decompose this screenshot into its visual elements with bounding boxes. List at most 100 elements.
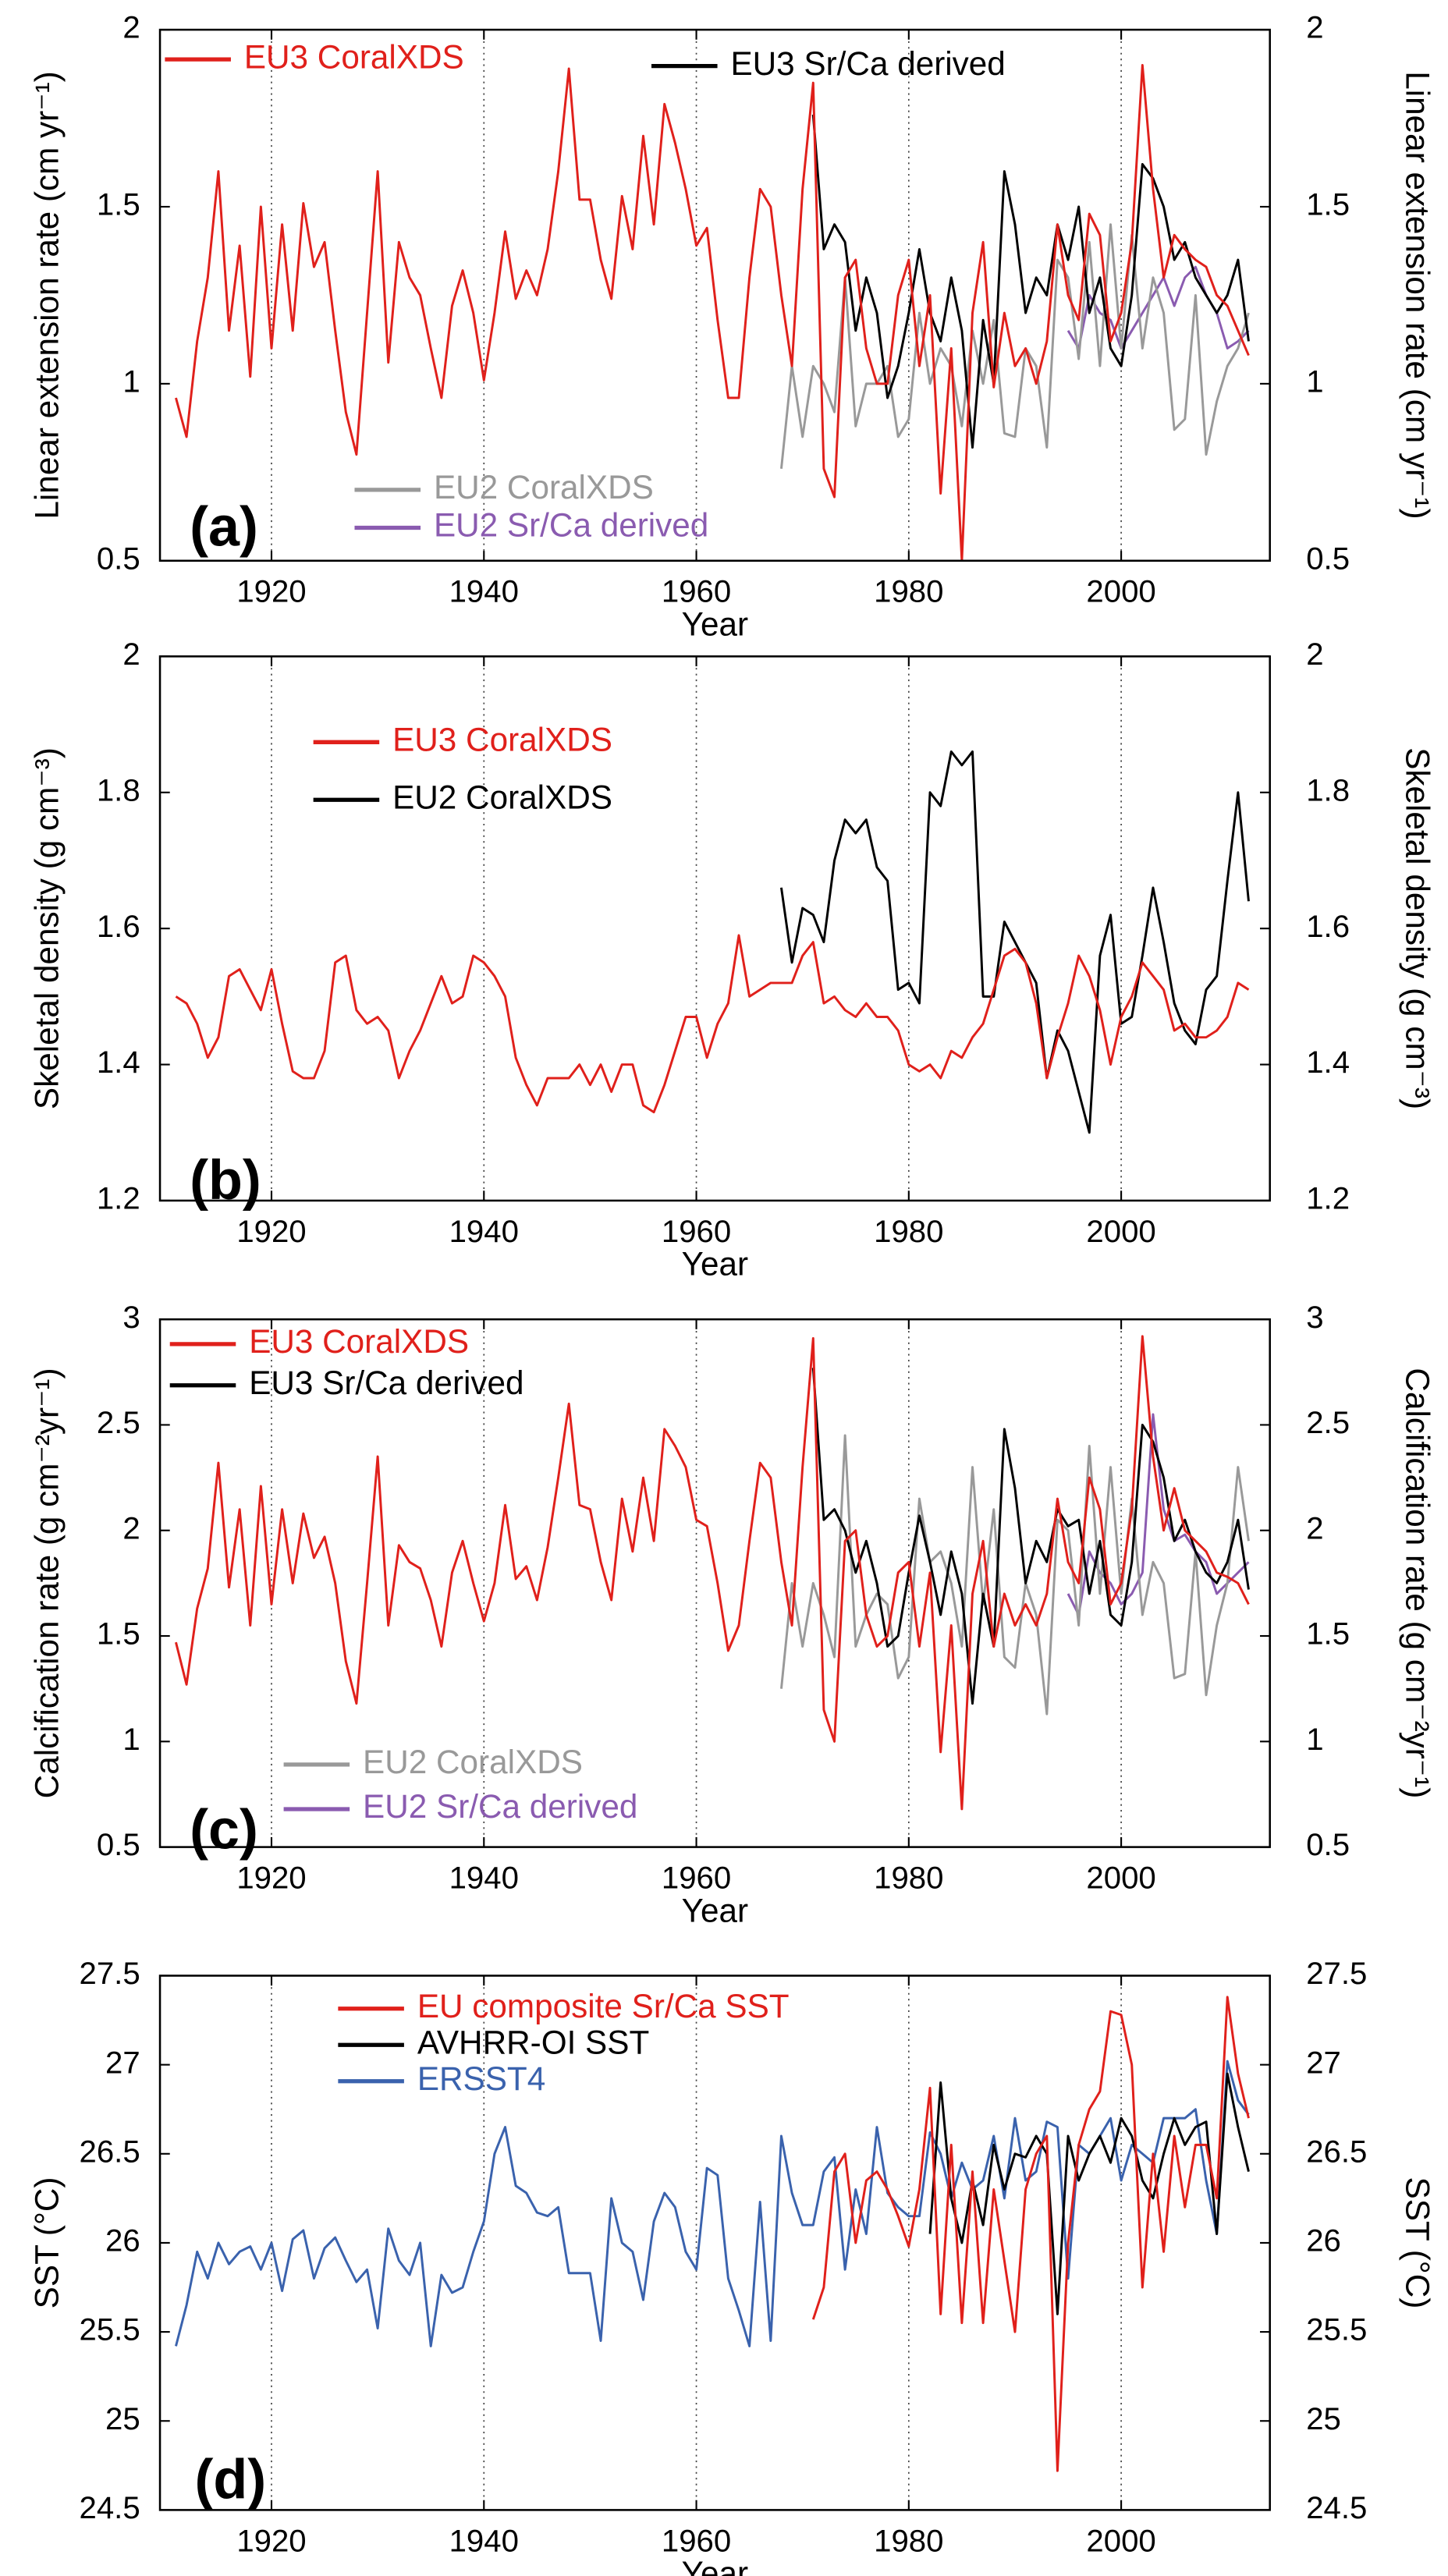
series-line	[175, 2060, 1250, 2347]
y2-axis-label: Calcification rate (g cm⁻²yr⁻¹)	[1400, 1368, 1436, 1798]
x-tick-label: 1920	[236, 2523, 306, 2558]
y2-axis-label: SST (°C)	[1400, 2177, 1436, 2309]
panel: 1920 1940 1960 1980 2000 24.5 24.5 25 25 25.5 25.5…	[29, 1956, 1436, 2576]
y-axis-label: Skeletal density (g cm⁻³)	[29, 747, 66, 1109]
y2-tick-label: 1	[1306, 364, 1323, 399]
plot-frame	[158, 1975, 1271, 2511]
y-tick-label: 1.4	[97, 1045, 140, 1080]
series-line	[779, 1434, 1250, 1716]
y-tick-label: 0.5	[97, 1827, 140, 1862]
legend-label: EU3 CoralXDS	[392, 721, 612, 758]
panel-label: (c)	[190, 1799, 258, 1861]
y2-tick-label: 2	[1306, 1510, 1323, 1545]
y2-tick-label: 26	[1306, 2223, 1341, 2258]
series-line	[779, 750, 1250, 1134]
x-tick-label: 1920	[236, 1860, 306, 1895]
y2-tick-label: 3	[1306, 1300, 1323, 1335]
y2-tick-label: 0.5	[1306, 541, 1350, 576]
legend-label: EU composite Sr/Ca SST	[417, 1988, 790, 2024]
legend-label: AVHRR-OI SST	[417, 2024, 649, 2060]
y-tick-label: 27.5	[80, 1956, 140, 1991]
y2-tick-label: 2.5	[1306, 1405, 1350, 1440]
y-tick-label: 3	[122, 1300, 140, 1335]
x-tick-label: 1980	[874, 1214, 943, 1249]
legend-label: EU3 CoralXDS	[244, 38, 464, 75]
panel: 1920 1940 1960 1980 2000 1.2 1.2 1.4 1.4 1.6 1.6 1.…	[29, 637, 1436, 1283]
y2-tick-label: 2	[1306, 10, 1323, 45]
y-tick-label: 27	[105, 2045, 140, 2080]
x-axis-label: Year	[682, 1892, 748, 1928]
y2-tick-label: 0.5	[1306, 1827, 1350, 1862]
x-tick-label: 1920	[236, 574, 306, 609]
y2-tick-label: 27	[1306, 2045, 1341, 2080]
y-tick-label: 1.6	[97, 909, 140, 944]
y-tick-label: 1.5	[97, 187, 140, 222]
y2-tick-label: 1.5	[1306, 1616, 1350, 1652]
legend-label: EU2 Sr/Ca derived	[363, 1788, 637, 1825]
legend-label: EU3 Sr/Ca derived	[249, 1364, 523, 1401]
x-tick-label: 1980	[874, 574, 943, 609]
y-axis-label: Calcification rate (g cm⁻²yr⁻¹)	[29, 1368, 66, 1798]
x-tick-label: 2000	[1086, 574, 1155, 609]
legend-label: EU3 Sr/Ca derived	[730, 45, 1005, 82]
x-tick-label: 2000	[1086, 1214, 1155, 1249]
legend-label: EU2 CoralXDS	[434, 469, 654, 506]
series-line	[811, 1368, 1250, 1705]
y-tick-label: 2	[122, 1510, 140, 1545]
x-tick-label: 2000	[1086, 1860, 1155, 1895]
y-tick-label: 2	[122, 10, 140, 45]
y2-tick-label: 25.5	[1306, 2312, 1367, 2347]
y2-tick-label: 25	[1306, 2401, 1341, 2436]
y-tick-label: 2	[122, 637, 140, 672]
panel: 1920 1940 1960 1980 2000 0.5 0.5 1 1 1.5 1.5 2 2 Year…	[29, 10, 1436, 643]
x-axis-label: Year	[682, 605, 748, 642]
y2-tick-label: 1.6	[1306, 909, 1350, 944]
plot-frame	[158, 28, 1271, 562]
x-tick-label: 2000	[1086, 2523, 1155, 2558]
y2-tick-label: 26.5	[1306, 2134, 1367, 2169]
series-line	[811, 1996, 1250, 2472]
y2-axis-label: Skeletal density (g cm⁻³)	[1400, 747, 1436, 1109]
y-axis-label: SST (°C)	[29, 2177, 66, 2309]
y-tick-label: 0.5	[97, 541, 140, 576]
series-line	[1066, 265, 1250, 349]
legend-label: EU2 CoralXDS	[392, 779, 612, 815]
y2-tick-label: 24.5	[1306, 2490, 1367, 2525]
series-line	[175, 1335, 1250, 1811]
x-axis-label: Year	[682, 2555, 748, 2576]
legend-label: ERSST4	[417, 2060, 545, 2097]
y2-tick-label: 1.2	[1306, 1181, 1350, 1216]
y-tick-label: 1	[122, 1722, 140, 1757]
y-axis-label: Linear extension rate (cm yr⁻¹)	[29, 71, 66, 519]
y2-tick-label: 1	[1306, 1722, 1323, 1757]
y-tick-label: 1.2	[97, 1181, 140, 1216]
y-tick-label: 26.5	[80, 2134, 140, 2169]
x-tick-label: 1960	[662, 2523, 731, 2558]
x-tick-label: 1980	[874, 2523, 943, 2558]
y-tick-label: 24.5	[80, 2490, 140, 2525]
y-tick-label: 25	[105, 2401, 140, 2436]
y-tick-label: 26	[105, 2223, 140, 2258]
y2-tick-label: 1.8	[1306, 772, 1350, 807]
series-line	[928, 2072, 1250, 2315]
y2-tick-label: 1.5	[1306, 187, 1350, 222]
y2-axis-label: Linear extension rate (cm yr⁻¹)	[1400, 71, 1436, 519]
y2-tick-label: 2	[1306, 637, 1323, 672]
plot-frame	[158, 655, 1271, 1202]
x-tick-label: 1940	[449, 574, 519, 609]
y-tick-label: 25.5	[80, 2312, 140, 2347]
series-line	[175, 64, 1250, 561]
y2-tick-label: 27.5	[1306, 1956, 1367, 1991]
panel: 1920 1940 1960 1980 2000 0.5 0.5 1 1 1.5 1.5 2 2 2.5 2…	[29, 1300, 1436, 1929]
x-tick-label: 1940	[449, 2523, 519, 2558]
legend-label: EU2 CoralXDS	[363, 1744, 583, 1780]
y-tick-label: 2.5	[97, 1405, 140, 1440]
y-tick-label: 1	[122, 364, 140, 399]
y-tick-label: 1.8	[97, 772, 140, 807]
panel-label: (b)	[190, 1149, 261, 1212]
x-tick-label: 1920	[236, 1214, 306, 1249]
panel-label: (a)	[190, 496, 258, 559]
legend-label: EU3 CoralXDS	[249, 1323, 469, 1360]
